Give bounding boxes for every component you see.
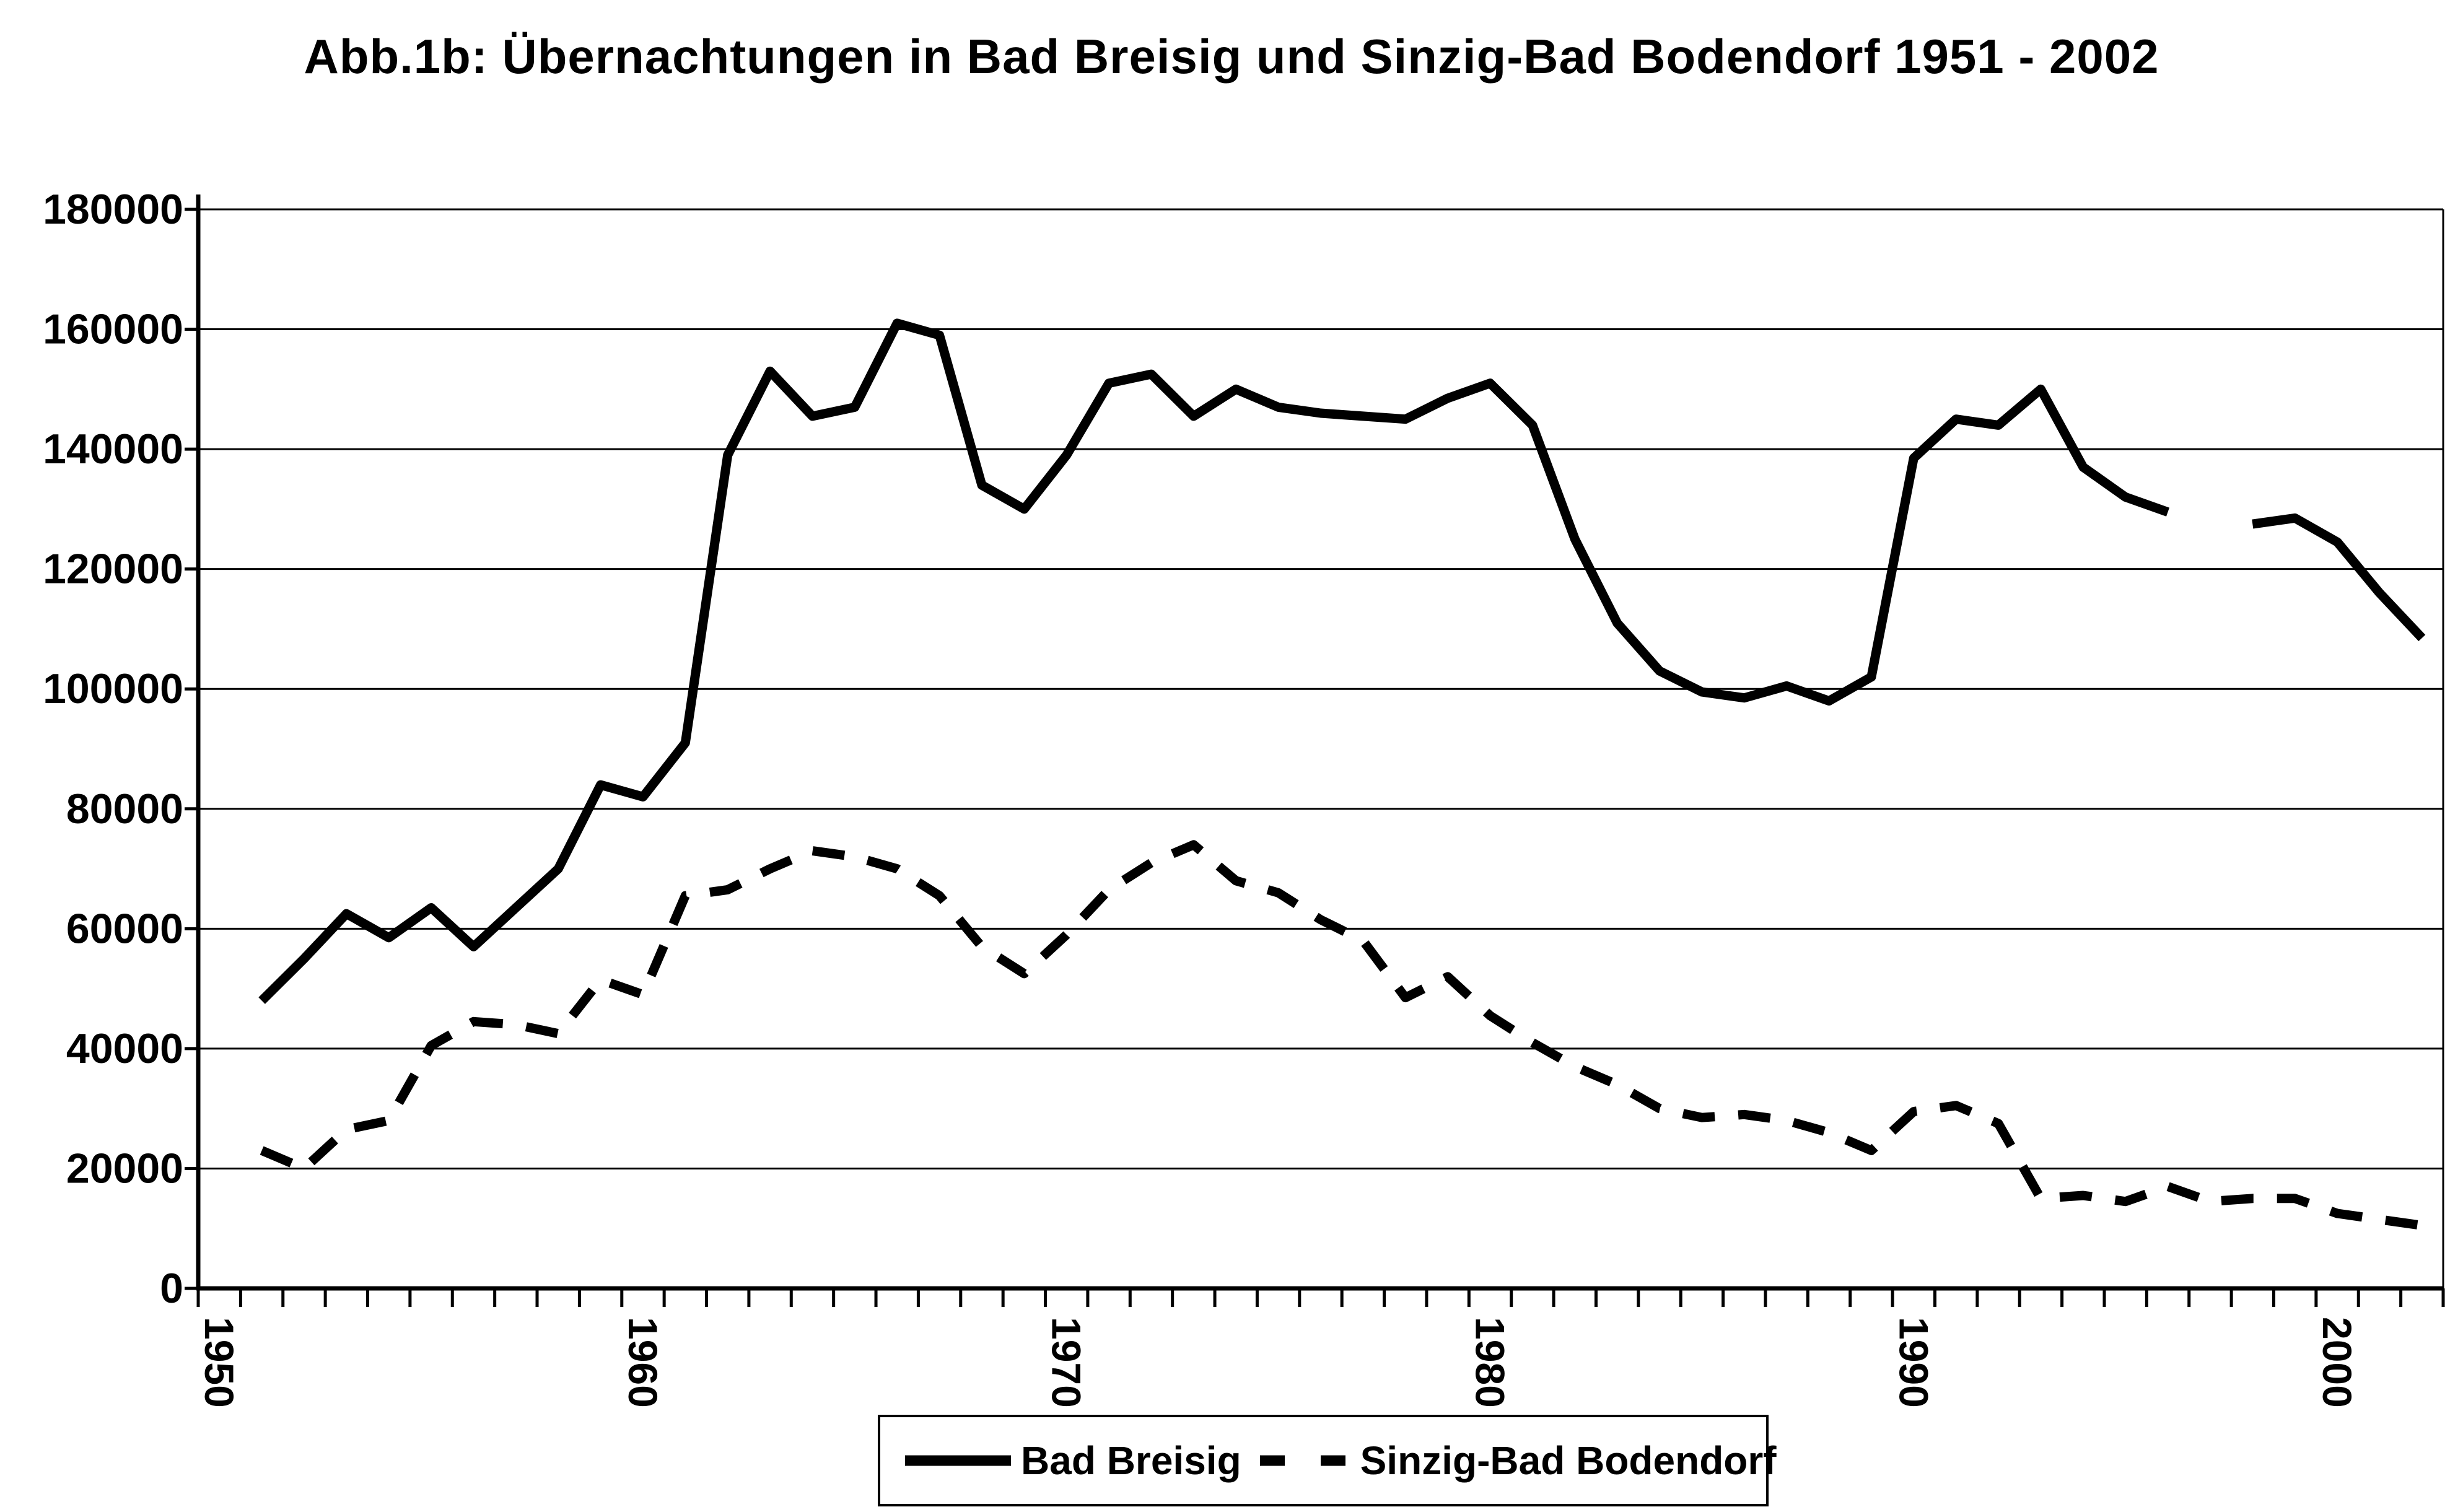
x-tick-label: 1990 xyxy=(1891,1317,1936,1408)
y-tick-label: 180000 xyxy=(43,186,183,233)
x-axis-labels: 1950 1960 1970 1980 1990 2000 xyxy=(196,1317,2360,1408)
dashed-line-icon xyxy=(1259,1455,1350,1466)
series-bad-breisig xyxy=(258,318,2426,1004)
solid-line-icon xyxy=(905,1455,1011,1466)
y-tick-label: 60000 xyxy=(66,905,183,952)
y-axis-labels: 0 20000 40000 60000 80000 100000 120000 140000 1… xyxy=(43,186,183,1312)
legend-label-bad-breisig: Bad Breisig xyxy=(1021,1438,1241,1483)
y-tick-label: 100000 xyxy=(43,665,183,712)
y-tick-label: 120000 xyxy=(43,546,183,593)
legend-box: Bad Breisig Sinzig-Bad Bodendorf xyxy=(878,1415,1777,1506)
x-tick-label: 1960 xyxy=(620,1317,666,1408)
y-axis-ticks xyxy=(185,208,198,1290)
y-tick-label: 80000 xyxy=(66,785,183,832)
y-tick-label: 20000 xyxy=(66,1145,183,1192)
x-tick-label: 1980 xyxy=(1468,1317,1513,1408)
legend-item-bad-breisig: Bad Breisig xyxy=(904,1438,1241,1484)
series-sinzig-bad-bodendorf xyxy=(260,840,2423,1230)
x-tick-label: 1950 xyxy=(196,1317,242,1408)
x-tick-label: 1970 xyxy=(1044,1317,1090,1408)
legend-item-sinzig: Sinzig-Bad Bodendorf xyxy=(1259,1438,1777,1484)
y-tick-label: 40000 xyxy=(66,1025,183,1072)
y-tick-label: 140000 xyxy=(43,426,183,473)
y-tick-label: 0 xyxy=(160,1265,183,1312)
legend-label-sinzig: Sinzig-Bad Bodendorf xyxy=(1360,1438,1777,1483)
chart-title: Abb.1b: Übernachtungen in Bad Breisig un… xyxy=(304,29,2159,84)
x-axis-ticks xyxy=(196,1288,2445,1307)
x-tick-label: 2000 xyxy=(2314,1317,2360,1408)
y-tick-label: 160000 xyxy=(43,306,183,353)
